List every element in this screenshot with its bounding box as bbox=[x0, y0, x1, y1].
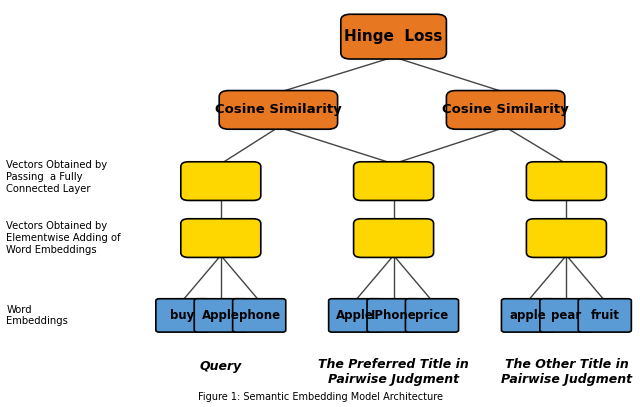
Text: Hinge  Loss: Hinge Loss bbox=[344, 29, 443, 44]
FancyBboxPatch shape bbox=[219, 91, 338, 129]
Text: Cosine Similarity: Cosine Similarity bbox=[215, 103, 342, 116]
Text: The Preferred Title in
Pairwise Judgment: The Preferred Title in Pairwise Judgment bbox=[318, 359, 469, 386]
Text: buy: buy bbox=[170, 309, 195, 322]
FancyBboxPatch shape bbox=[367, 299, 420, 332]
Text: apple: apple bbox=[509, 309, 547, 322]
FancyBboxPatch shape bbox=[502, 299, 554, 332]
Text: Query: Query bbox=[200, 360, 242, 373]
Text: fruit: fruit bbox=[590, 309, 620, 322]
Text: The Other Title in
Pairwise Judgment: The Other Title in Pairwise Judgment bbox=[501, 359, 632, 386]
Text: IPhone: IPhone bbox=[371, 309, 417, 322]
FancyBboxPatch shape bbox=[180, 219, 261, 258]
Text: Apple: Apple bbox=[202, 309, 240, 322]
FancyBboxPatch shape bbox=[233, 299, 285, 332]
Text: Vectors Obtained by
Passing  a Fully
Connected Layer: Vectors Obtained by Passing a Fully Conn… bbox=[6, 160, 108, 194]
FancyBboxPatch shape bbox=[579, 299, 631, 332]
FancyBboxPatch shape bbox=[526, 162, 607, 200]
FancyBboxPatch shape bbox=[406, 299, 458, 332]
Text: Word
Embeddings: Word Embeddings bbox=[6, 304, 68, 326]
Text: Cosine Similarity: Cosine Similarity bbox=[442, 103, 569, 116]
FancyBboxPatch shape bbox=[526, 219, 607, 258]
FancyBboxPatch shape bbox=[354, 219, 434, 258]
FancyBboxPatch shape bbox=[540, 299, 593, 332]
Text: phone: phone bbox=[239, 309, 280, 322]
Text: Apple: Apple bbox=[336, 309, 374, 322]
FancyBboxPatch shape bbox=[329, 299, 381, 332]
FancyBboxPatch shape bbox=[195, 299, 247, 332]
FancyBboxPatch shape bbox=[340, 14, 447, 59]
Text: Vectors Obtained by
Elementwise Adding of
Word Embeddings: Vectors Obtained by Elementwise Adding o… bbox=[6, 221, 121, 255]
Text: price: price bbox=[415, 309, 449, 322]
FancyBboxPatch shape bbox=[354, 162, 434, 200]
Text: Figure 1: Semantic Embedding Model Architecture: Figure 1: Semantic Embedding Model Archi… bbox=[198, 392, 442, 402]
Text: pear: pear bbox=[551, 309, 582, 322]
FancyBboxPatch shape bbox=[156, 299, 209, 332]
FancyBboxPatch shape bbox=[180, 162, 261, 200]
FancyBboxPatch shape bbox=[447, 91, 565, 129]
